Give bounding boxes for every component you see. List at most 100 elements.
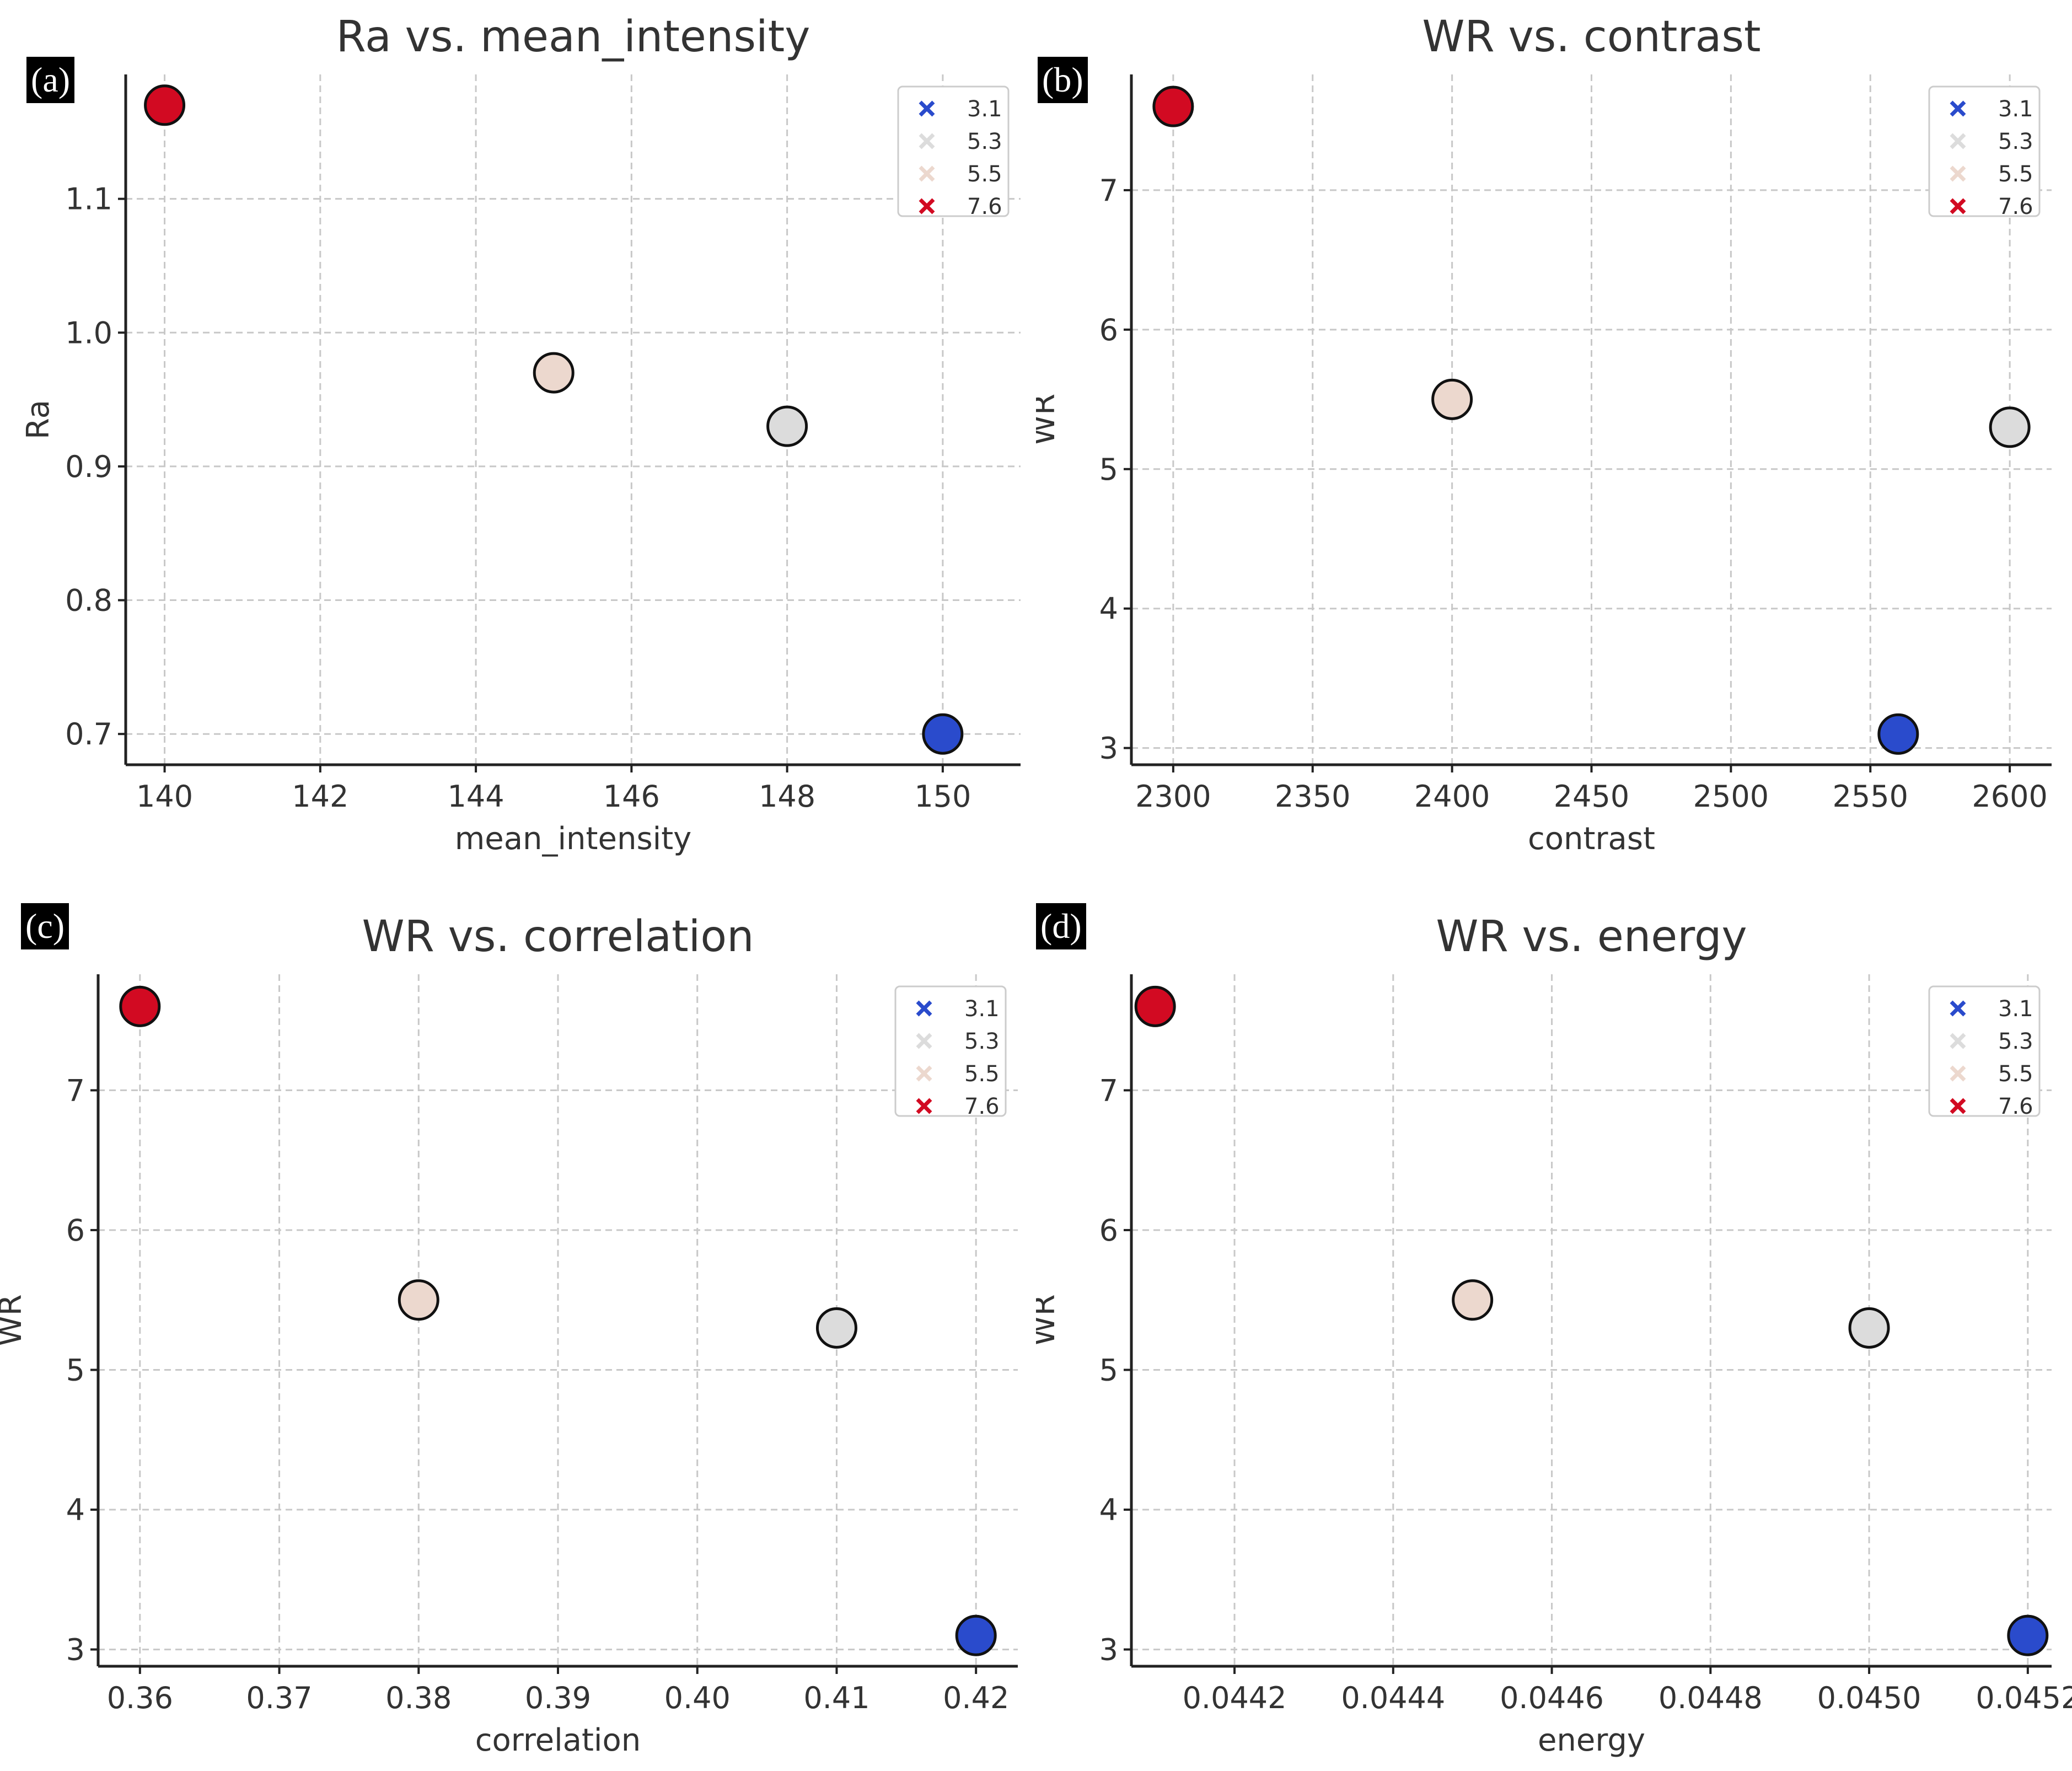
x-axis-label: energy xyxy=(1538,1722,1645,1758)
y-tick-label: 3 xyxy=(1099,731,1118,766)
legend: 3.1 5.3 5.5 7.6 xyxy=(894,985,1007,1119)
y-tick-label: 0.8 xyxy=(65,583,112,618)
chart-title: WR vs. contrast xyxy=(1422,12,1760,62)
x-tick-label: 2600 xyxy=(1972,779,2047,814)
legend-label: 3.1 xyxy=(964,996,1000,1022)
legend-marker-5-5 xyxy=(916,1065,932,1082)
x-axis-label: contrast xyxy=(1528,821,1655,857)
y-tick-label: 4 xyxy=(1099,592,1118,626)
x-tick-label: 148 xyxy=(759,779,815,814)
legend-label: 3.1 xyxy=(967,96,1002,122)
scatter-point-7-6 xyxy=(1152,85,1194,127)
panel-label: (c) xyxy=(21,903,69,949)
legend-label: 5.5 xyxy=(967,162,1002,187)
legend-marker-5-3 xyxy=(1950,1033,1966,1049)
legend-marker-3-1 xyxy=(1950,100,1966,117)
y-tick-label: 0.9 xyxy=(65,449,112,484)
chart-title: WR vs. correlation xyxy=(362,912,754,962)
legend-label: 5.3 xyxy=(967,129,1002,154)
y-tick-label: 7 xyxy=(1099,173,1118,208)
legend-marker-5-3 xyxy=(1950,133,1966,149)
legend-label: 5.5 xyxy=(1998,1061,2033,1087)
legend-label: 3.1 xyxy=(1998,96,2033,122)
x-tick-label: 2400 xyxy=(1414,779,1490,814)
y-tick-label: 1.0 xyxy=(65,315,112,350)
y-axis-label: WR xyxy=(0,1294,29,1346)
legend-label: 5.5 xyxy=(964,1061,1000,1087)
chart-svg: 2300 2350 2400 2450 2500 2550 2600 3 4 5 6 7 WR vs. … xyxy=(1026,12,2052,857)
x-tick-label: 2300 xyxy=(1135,779,1211,814)
scatter-point-5-5 xyxy=(1431,378,1473,420)
y-axis-label: WR xyxy=(1036,394,1062,446)
y-tick-label: 7 xyxy=(66,1073,85,1108)
scatter-point-3-1 xyxy=(922,713,964,755)
x-tick-label: 144 xyxy=(448,779,504,814)
legend-label: 7.6 xyxy=(1998,194,2033,219)
legend: 3.1 5.3 5.5 7.6 xyxy=(1928,985,2041,1119)
y-axis-label: WR xyxy=(1036,1294,1062,1346)
y-tick-label: 5 xyxy=(1099,1353,1118,1388)
legend-label: 5.3 xyxy=(964,1029,1000,1054)
chart-svg: 140 142 144 146 148 150 0.7 0.8 0.9 1.0 1.1 Ra vs. … xyxy=(20,12,1021,857)
scatter-point-5-3 xyxy=(815,1307,857,1349)
legend-label: 7.6 xyxy=(964,1094,1000,1119)
legend-label: 7.6 xyxy=(967,194,1002,219)
scatter-point-7-6 xyxy=(1134,985,1176,1027)
x-axis-label: correlation xyxy=(475,1722,641,1758)
legend-marker-3-1 xyxy=(1950,1000,1966,1017)
legend-marker-7-6 xyxy=(1950,1098,1966,1114)
x-tick-label: 0.0446 xyxy=(1500,1681,1604,1715)
legend-marker-7-6 xyxy=(916,1098,932,1114)
legend-label: 5.3 xyxy=(1998,129,2033,154)
legend-marker-5-3 xyxy=(916,1033,932,1049)
scatter-point-5-5 xyxy=(398,1279,439,1321)
y-tick-label: 6 xyxy=(1099,313,1118,347)
y-tick-label: 4 xyxy=(1099,1493,1118,1527)
legend-marker-3-1 xyxy=(919,100,935,117)
y-tick-label: 5 xyxy=(66,1353,85,1388)
scatter-point-7-6 xyxy=(119,985,161,1027)
x-tick-label: 0.0442 xyxy=(1183,1681,1287,1715)
scatter-point-3-1 xyxy=(1877,713,1919,755)
legend-marker-5-5 xyxy=(1950,165,1966,182)
chart-panel-c: 0.36 0.37 0.38 0.39 0.40 0.41 0.42 3 4 5 6 7 WR vs. … xyxy=(0,884,1036,1769)
x-tick-label: 2350 xyxy=(1275,779,1350,814)
scatter-point-5-5 xyxy=(1452,1279,1494,1321)
scatter-point-3-1 xyxy=(2007,1614,2049,1656)
x-tick-label: 0.38 xyxy=(385,1681,452,1715)
y-tick-label: 7 xyxy=(1099,1073,1118,1108)
chart-svg: 0.36 0.37 0.38 0.39 0.40 0.41 0.42 3 4 5 6 7 WR vs. … xyxy=(0,912,1018,1758)
panel-label: (d) xyxy=(1036,903,1086,949)
panel-label: (b) xyxy=(1038,57,1088,103)
legend-marker-5-5 xyxy=(919,165,935,182)
legend-marker-5-3 xyxy=(919,133,935,149)
x-tick-label: 0.41 xyxy=(803,1681,869,1715)
x-tick-label: 142 xyxy=(292,779,348,814)
x-tick-label: 146 xyxy=(603,779,660,814)
x-axis-label: mean_intensity xyxy=(455,821,692,857)
chart-title: Ra vs. mean_intensity xyxy=(336,12,810,62)
legend-marker-7-6 xyxy=(919,198,935,214)
scatter-point-5-3 xyxy=(766,405,808,447)
x-tick-label: 0.42 xyxy=(943,1681,1009,1715)
y-tick-label: 6 xyxy=(66,1213,85,1248)
scatter-point-7-6 xyxy=(144,84,186,126)
y-axis-label: Ra xyxy=(20,400,56,439)
scatter-point-5-5 xyxy=(533,352,575,394)
scatter-point-5-3 xyxy=(1848,1307,1890,1349)
chart-panel-b: 2300 2350 2400 2450 2500 2550 2600 3 4 5 6 7 WR vs. … xyxy=(1026,0,2072,884)
legend-box xyxy=(1928,985,2041,1117)
legend-label: 7.6 xyxy=(1998,1094,2033,1119)
legend-marker-5-5 xyxy=(1950,1065,1966,1082)
x-tick-label: 0.37 xyxy=(246,1681,312,1715)
x-tick-label: 2450 xyxy=(1554,779,1629,814)
x-tick-label: 2500 xyxy=(1693,779,1769,814)
legend: 3.1 5.3 5.5 7.6 xyxy=(1928,85,2041,219)
y-tick-label: 0.7 xyxy=(65,717,112,752)
legend-box xyxy=(894,985,1007,1117)
x-tick-label: 0.0452 xyxy=(1976,1681,2072,1715)
legend-marker-3-1 xyxy=(916,1000,932,1017)
legend-label: 5.3 xyxy=(1998,1029,2033,1054)
legend-box xyxy=(897,85,1010,217)
